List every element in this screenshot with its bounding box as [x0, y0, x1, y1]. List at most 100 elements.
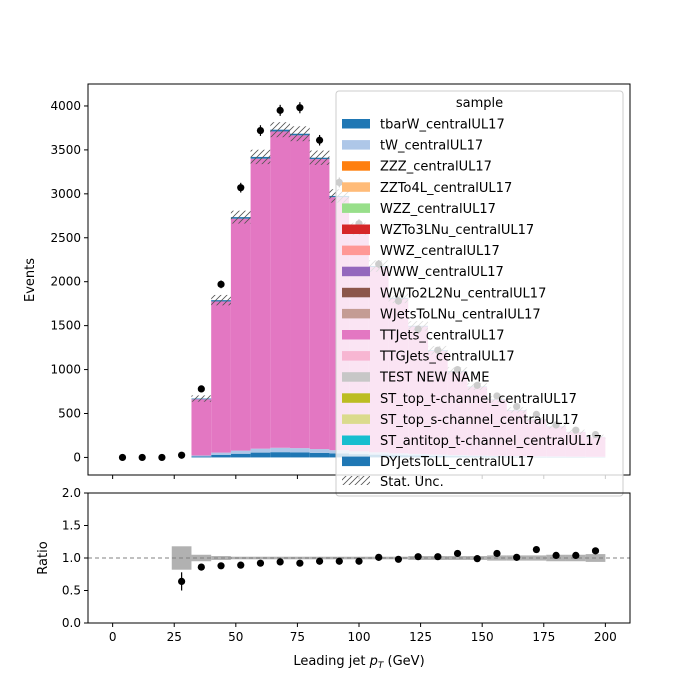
legend-label: ZZZ_centralUL17: [380, 160, 492, 175]
bar-segment: [290, 452, 310, 458]
legend-label: WJetsToLNu_centralUL17: [380, 307, 541, 322]
data-point: [138, 453, 146, 462]
bar-segment: [290, 135, 310, 449]
data-point: [315, 136, 324, 144]
legend-label: TTJets_centralUL17: [379, 329, 505, 344]
legend-swatch: [342, 224, 370, 234]
ratio-point: [513, 553, 521, 561]
ratio-y-tick-label: 0.0: [62, 616, 81, 630]
legend-label: ST_top_s-channel_centralUL17: [380, 413, 579, 428]
legend-label: DYJetsToLL_centralUL17: [380, 455, 534, 470]
ratio-y-tick-label: 2.0: [62, 486, 81, 500]
y-tick-label: 1000: [50, 363, 81, 377]
legend-swatch: [342, 287, 370, 298]
legend-label: WZTo3LNu_centralUL17: [380, 223, 534, 238]
ratio-point: [276, 558, 284, 566]
legend-label: WWZ_centralUL17: [380, 244, 500, 259]
legend-item: TTJets_centralUL17: [342, 329, 505, 344]
y-tick-label: 2000: [50, 275, 81, 289]
legend-item: ZZZ_centralUL17: [342, 160, 492, 175]
bar-segment: [230, 450, 251, 454]
data-point: [118, 453, 127, 462]
legend-swatch: [342, 308, 370, 319]
legend-swatch: [342, 266, 370, 277]
legend-item: ST_top_t-channel_centralUL17: [342, 392, 577, 407]
stat-unc-band: [191, 395, 212, 402]
ratio-point: [473, 555, 481, 563]
y-tick-label: 4000: [50, 99, 81, 113]
legend-swatch: [342, 393, 370, 403]
ratio-unc-band: [447, 556, 468, 560]
ratio-point: [355, 557, 363, 565]
legend-item: TEST NEW NAME: [342, 371, 489, 386]
bar-segment: [191, 455, 212, 457]
legend: sample tbarW_centralUL17 tW_centralUL17 ZZ…: [335, 90, 624, 497]
legend-frame: [335, 90, 624, 497]
ratio-point: [572, 551, 580, 560]
ratio-point: [414, 553, 422, 561]
legend-item: tbarW_centralUL17: [342, 118, 505, 133]
legend-item: ST_top_s-channel_centralUL17: [342, 413, 579, 428]
x-tick-label: 50: [228, 630, 243, 644]
bar-segment: [211, 452, 231, 455]
legend-swatch: [342, 372, 370, 382]
ratio-point: [394, 555, 403, 563]
ratio-point: [256, 559, 265, 567]
bar-segment: [191, 456, 212, 458]
y-tick-label: 1500: [50, 319, 81, 333]
legend-item: WWTo2L2Nu_centralUL17: [342, 286, 546, 301]
data-point: [217, 280, 225, 288]
data-point: [158, 453, 166, 462]
legend-swatch: [342, 351, 370, 361]
bar-segment: [270, 131, 291, 448]
ratio-point: [532, 545, 540, 554]
legend-swatch: [342, 203, 370, 213]
stat-unc-band: [230, 210, 251, 224]
legend-label: WZZ_centralUL17: [380, 202, 496, 217]
ratio-point: [237, 561, 245, 569]
y-tick-label: 3500: [50, 143, 81, 157]
legend-label: WWTo2L2Nu_centralUL17: [380, 286, 546, 301]
bar-segment: [211, 301, 231, 453]
bar-segment: [270, 452, 291, 458]
x-tick-label: 200: [594, 630, 617, 644]
x-tick-label: 75: [290, 630, 305, 644]
data-point: [237, 184, 245, 192]
ratio-point: [493, 549, 501, 558]
legend-swatch: [342, 435, 370, 445]
data-point: [197, 385, 205, 393]
y-tick-label: 500: [58, 406, 81, 420]
legend-item: ST_antitop_t-channel_centralUL17: [342, 434, 602, 449]
ratio-plot-panel: 0.0 0.5 1.0 1.5 2.0 0 25 50 75 100 125 150 175 200 R…: [36, 486, 631, 671]
data-point: [178, 451, 186, 459]
ratio-point: [335, 557, 343, 565]
ratio-point: [217, 562, 225, 570]
x-tick-label: 25: [167, 630, 182, 644]
legend-swatch: [342, 119, 370, 129]
ratio-point: [315, 557, 324, 565]
bar-segment: [250, 158, 271, 449]
stat-unc-band: [211, 294, 231, 306]
legend-label: ZZTo4L_centralUL17: [380, 181, 512, 196]
ratio-y-tick-label: 0.5: [62, 584, 81, 598]
legend-item: WWW_centralUL17: [342, 265, 504, 280]
legend-item: ZZTo4L_centralUL17: [342, 181, 512, 196]
ratio-point: [178, 577, 186, 586]
legend-label: tbarW_centralUL17: [380, 118, 505, 133]
legend-swatch: [342, 414, 370, 424]
legend-swatch: [342, 161, 370, 171]
ratio-y-axis-label: Ratio: [36, 541, 51, 574]
stat-unc-band: [309, 150, 330, 165]
bar-segment: [250, 448, 271, 453]
data-point: [296, 104, 304, 112]
x-tick-label: 150: [471, 630, 494, 644]
legend-swatch: [342, 456, 370, 467]
legend-swatch-stat-unc: [342, 476, 370, 485]
legend-swatch: [342, 245, 370, 256]
legend-label: ST_top_t-channel_centralUL17: [380, 392, 577, 407]
x-tick-label: 100: [348, 630, 371, 644]
legend-item: WJetsToLNu_centralUL17: [342, 307, 541, 322]
ratio-point: [591, 547, 600, 555]
legend-swatch: [342, 330, 370, 340]
